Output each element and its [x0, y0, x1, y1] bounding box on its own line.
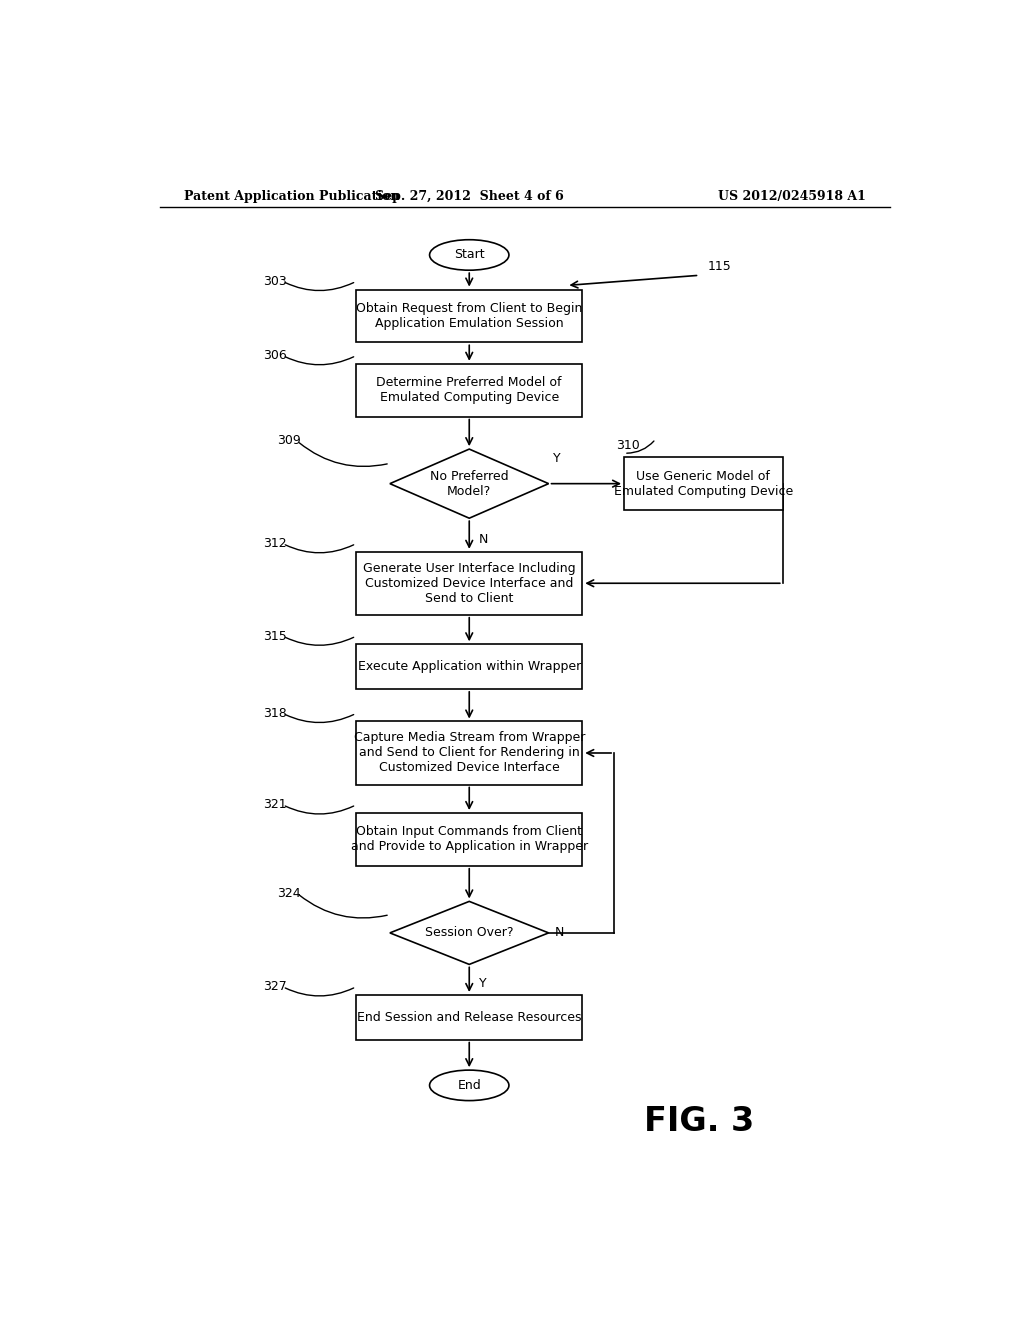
Text: 327: 327	[263, 981, 287, 993]
Text: Use Generic Model of
Emulated Computing Device: Use Generic Model of Emulated Computing …	[613, 470, 793, 498]
Text: US 2012/0245918 A1: US 2012/0245918 A1	[718, 190, 866, 202]
Text: N: N	[479, 533, 488, 546]
FancyBboxPatch shape	[356, 289, 583, 342]
Text: Y: Y	[553, 453, 560, 466]
FancyBboxPatch shape	[356, 552, 583, 615]
Text: Execute Application within Wrapper: Execute Application within Wrapper	[357, 660, 581, 673]
Text: 303: 303	[263, 275, 287, 288]
Polygon shape	[390, 449, 549, 519]
Text: Obtain Input Commands from Client
and Provide to Application in Wrapper: Obtain Input Commands from Client and Pr…	[350, 825, 588, 854]
Text: 324: 324	[278, 887, 301, 900]
Text: 310: 310	[616, 438, 640, 451]
Polygon shape	[390, 902, 549, 965]
Text: 309: 309	[278, 434, 301, 447]
FancyBboxPatch shape	[356, 364, 583, 417]
Text: 306: 306	[263, 348, 287, 362]
Text: Obtain Request from Client to Begin
Application Emulation Session: Obtain Request from Client to Begin Appl…	[356, 302, 583, 330]
Ellipse shape	[430, 1071, 509, 1101]
Text: FIG. 3: FIG. 3	[644, 1105, 755, 1138]
FancyBboxPatch shape	[624, 457, 782, 510]
Text: 312: 312	[263, 537, 287, 550]
Text: Start: Start	[454, 248, 484, 261]
Text: Capture Media Stream from Wrapper
and Send to Client for Rendering in
Customized: Capture Media Stream from Wrapper and Se…	[353, 731, 585, 775]
Text: 321: 321	[263, 799, 287, 812]
FancyBboxPatch shape	[356, 722, 583, 784]
Text: Determine Preferred Model of
Emulated Computing Device: Determine Preferred Model of Emulated Co…	[377, 376, 562, 404]
Text: Y: Y	[479, 977, 486, 990]
FancyBboxPatch shape	[356, 644, 583, 689]
Text: 318: 318	[263, 706, 287, 719]
Text: 115: 115	[708, 260, 731, 273]
Text: Generate User Interface Including
Customized Device Interface and
Send to Client: Generate User Interface Including Custom…	[362, 562, 575, 605]
Text: End: End	[458, 1078, 481, 1092]
Text: Patent Application Publication: Patent Application Publication	[183, 190, 399, 202]
Text: 315: 315	[263, 630, 287, 643]
Text: No Preferred
Model?: No Preferred Model?	[430, 470, 509, 498]
Text: Sep. 27, 2012  Sheet 4 of 6: Sep. 27, 2012 Sheet 4 of 6	[375, 190, 563, 202]
FancyBboxPatch shape	[356, 813, 583, 866]
FancyBboxPatch shape	[356, 995, 583, 1040]
Text: End Session and Release Resources: End Session and Release Resources	[357, 1011, 582, 1024]
Text: Session Over?: Session Over?	[425, 927, 513, 940]
Ellipse shape	[430, 240, 509, 271]
Text: N: N	[555, 927, 564, 940]
